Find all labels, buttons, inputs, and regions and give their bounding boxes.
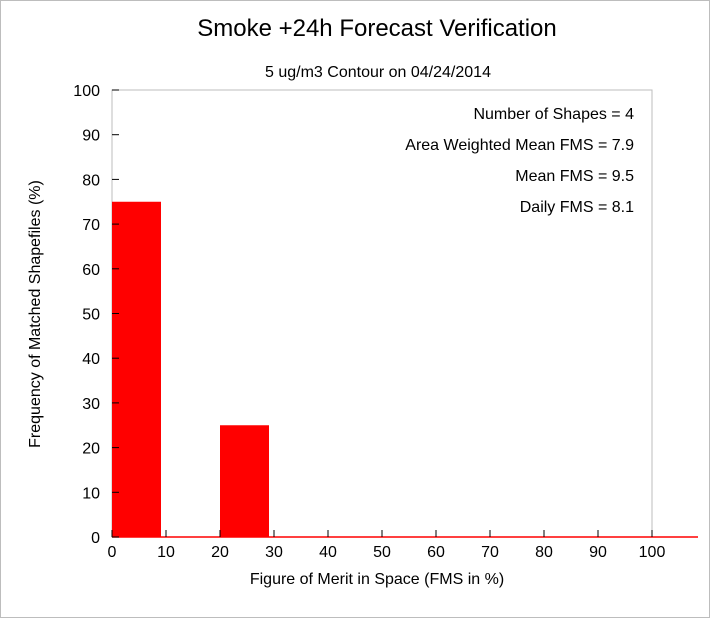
y-tick-label-10: 10 (82, 485, 100, 502)
stats-annotations: Number of Shapes = 4 Area Weighted Mean F… (405, 106, 634, 216)
y-tick-label-60: 60 (82, 262, 100, 279)
y-tick-label-70: 70 (82, 217, 100, 234)
y-tick-label-50: 50 (82, 307, 100, 324)
x-tick-label-100: 100 (639, 544, 666, 561)
x-tick-label-0: 0 (108, 544, 117, 561)
x-axis: 0 10 20 30 40 50 60 70 80 90 100 (108, 530, 666, 561)
histogram-bar-0-10 (112, 201, 161, 537)
histogram-bar-20-30 (220, 425, 269, 537)
y-axis-label: Frequency of Matched Shapefiles (%) (27, 180, 44, 448)
plot-area: 0 10 20 30 40 50 60 70 80 90 100 0 10 20 30 40 50 60 70 80… (73, 83, 698, 561)
stats-annotation-line: Number of Shapes = 4 (473, 106, 634, 123)
plot-border (111, 89, 653, 538)
y-tick-label-90: 90 (82, 128, 100, 145)
x-tick-label-60: 60 (427, 544, 445, 561)
x-tick-label-70: 70 (481, 544, 499, 561)
x-axis-label: Figure of Merit in Space (FMS in %) (250, 571, 504, 588)
chart-title: Smoke +24h Forecast Verification (197, 15, 557, 42)
x-tick-label-50: 50 (373, 544, 391, 561)
stats-annotation-line: Mean FMS = 9.5 (515, 168, 634, 185)
stats-annotation-line: Daily FMS = 8.1 (520, 199, 634, 216)
y-tick-label-0: 0 (91, 530, 100, 547)
x-tick-label-80: 80 (535, 544, 553, 561)
y-tick-label-100: 100 (73, 83, 100, 100)
y-tick-label-30: 30 (82, 396, 100, 413)
bars-layer (112, 201, 269, 537)
x-tick-label-40: 40 (319, 544, 337, 561)
stats-annotation-line: Area Weighted Mean FMS = 7.9 (405, 137, 634, 154)
x-tick-label-20: 20 (211, 544, 229, 561)
y-tick-label-20: 20 (82, 441, 100, 458)
x-tick-label-90: 90 (589, 544, 607, 561)
y-axis: 0 10 20 30 40 50 60 70 80 90 100 (73, 83, 119, 547)
chart-subtitle: 5 ug/m3 Contour on 04/24/2014 (265, 64, 491, 81)
x-tick-label-30: 30 (265, 544, 283, 561)
y-tick-label-80: 80 (82, 172, 100, 189)
y-tick-label-40: 40 (82, 351, 100, 368)
x-tick-label-10: 10 (157, 544, 175, 561)
